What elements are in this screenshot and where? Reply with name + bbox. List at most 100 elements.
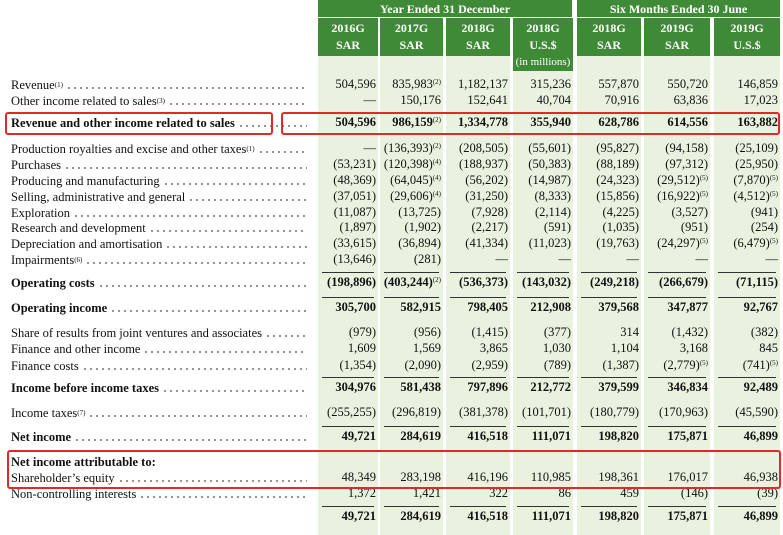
column-unit: U.S.$ [733, 38, 761, 52]
value-cell: (64,045)(4) [380, 173, 441, 189]
value-cell: (25,109) [714, 141, 778, 157]
value-cell: 212,772 [513, 380, 571, 396]
value-cell: (41,334) [446, 236, 508, 252]
value-note: (5) [699, 359, 708, 367]
value-cell: (48,369) [318, 173, 376, 189]
value-text: 550,720 [667, 77, 708, 91]
label-text: Finance and other income [11, 341, 141, 356]
value-text: 416,518 [467, 429, 508, 443]
value-text: 48,349 [341, 470, 376, 484]
rule [718, 377, 776, 378]
value-text: (6,479) [733, 236, 770, 250]
value-cell: 46,899 [714, 429, 778, 445]
value-cell: (198,896) [318, 275, 376, 291]
leader-dots [143, 351, 307, 353]
group-header-bg [577, 0, 780, 17]
value-text: (33,615) [333, 236, 376, 250]
leader-dots [117, 480, 307, 482]
value-cell: 1,182,137 [446, 77, 508, 93]
value-text: (15,856) [596, 189, 639, 203]
value-text: (39) [757, 486, 778, 500]
label-text: Depreciation and amortisation [11, 236, 163, 251]
label-note: (1) [246, 145, 255, 153]
leader-dots [139, 496, 307, 498]
row-label: Production royalties and excise and othe… [11, 141, 311, 157]
row-label: Exploration [11, 205, 311, 221]
rule [450, 377, 506, 378]
value-cell: 581,438 [380, 380, 441, 396]
value-cell: 46,938 [714, 470, 778, 486]
header-bg [380, 18, 443, 56]
value-cell: (1,415) [446, 325, 508, 341]
value-cell: 1,104 [577, 341, 639, 357]
value-text: — [558, 252, 572, 266]
value-cell: (39) [714, 486, 778, 502]
value-text: (36,894) [398, 236, 441, 250]
value-cell: — [318, 141, 377, 157]
value-text: (7,928) [471, 205, 508, 219]
label-text: Other income related to sales [11, 93, 157, 108]
rule [648, 377, 706, 378]
value-cell: (266,679) [644, 275, 708, 291]
value-cell: 175,871 [644, 429, 708, 445]
leader-dots [64, 167, 307, 169]
rule [450, 426, 506, 427]
row-label: Operating income [11, 300, 311, 316]
value-cell: 305,700 [318, 300, 376, 316]
row-label: Non-controlling interests [11, 486, 311, 502]
row-label: Impairments (6) [11, 252, 311, 268]
value-cell: (95,827) [577, 141, 639, 157]
value-text: (14,987) [528, 173, 571, 187]
value-text: (16,922) [657, 189, 700, 203]
value-text: 797,896 [467, 380, 508, 394]
label-text: Revenue [11, 77, 55, 92]
value-text: 111,071 [531, 509, 571, 523]
value-cell: (381,378) [446, 405, 508, 421]
leader-dots [188, 199, 307, 201]
value-cell: (143,032) [513, 275, 571, 291]
leader-dots [73, 215, 307, 217]
value-cell: 322 [446, 486, 508, 502]
value-text: (1,387) [602, 358, 639, 372]
value-text: 614,556 [667, 115, 708, 129]
column-unit: U.S.$ [529, 38, 557, 52]
value-text: 40,704 [536, 93, 571, 107]
rule [581, 377, 637, 378]
value-text: 3,168 [679, 341, 708, 355]
value-cell: (13,725) [380, 205, 441, 221]
value-text: 379,599 [598, 380, 639, 394]
leader-dots [110, 310, 307, 312]
value-cell: — [714, 252, 779, 268]
value-text: (13,725) [398, 205, 441, 219]
rule [517, 506, 569, 507]
value-cell: (951) [644, 220, 708, 236]
group-header: Six Months Ended 30 June [609, 2, 748, 16]
value-text: 46,938 [743, 470, 778, 484]
label-text: Operating costs [11, 275, 95, 290]
value-text: (41,334) [465, 236, 508, 250]
value-text: (208,505) [459, 141, 508, 155]
value-text: 86 [558, 486, 572, 500]
value-cell: 835,983(2) [380, 77, 441, 93]
column-bg [577, 56, 641, 535]
leader-dots [162, 390, 307, 392]
rule [384, 506, 439, 507]
value-text: (2,114) [535, 205, 571, 219]
row-label: Purchases [11, 157, 311, 173]
column-bg [380, 56, 443, 535]
value-cell: 152,641 [446, 93, 508, 109]
value-cell: 416,518 [446, 429, 508, 445]
value-cell: (281) [380, 252, 441, 268]
value-text: 986,159 [392, 115, 433, 129]
label-text: Research and development [11, 220, 146, 235]
value-text: 284,619 [400, 429, 441, 443]
column-unit: SAR [335, 38, 360, 52]
row-label: Income before income taxes [11, 380, 311, 396]
value-note: (4) [432, 158, 441, 166]
value-cell: (24,323) [577, 173, 639, 189]
value-text: (2,090) [404, 358, 441, 372]
rule [581, 297, 637, 298]
value-cell: (53,231) [318, 157, 376, 173]
value-cell: (1,035) [577, 220, 639, 236]
